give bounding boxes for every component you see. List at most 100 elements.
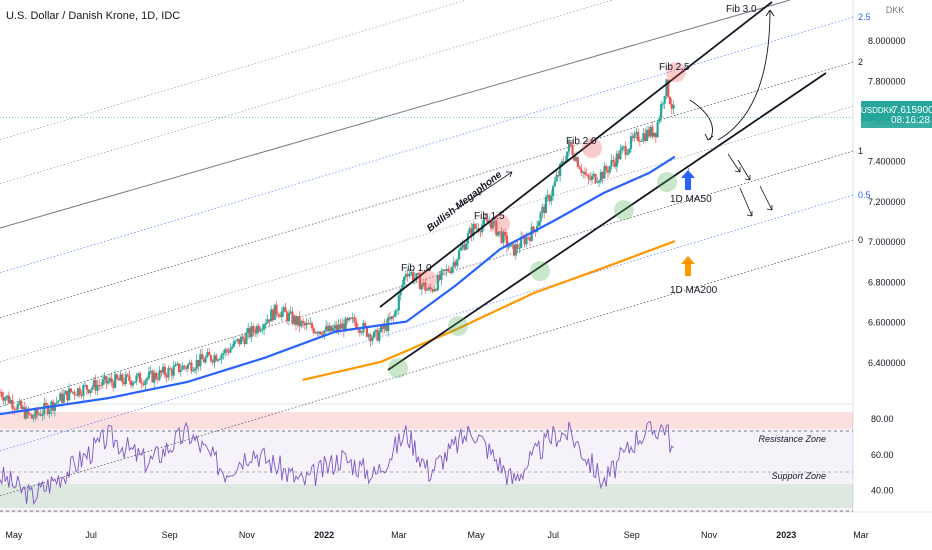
candle-body <box>140 382 143 384</box>
candle-body <box>232 341 236 347</box>
candle-body <box>263 324 266 330</box>
candle-body <box>408 273 411 277</box>
rsi-tick-label: 60.00 <box>871 450 894 460</box>
candle-body <box>186 364 189 369</box>
candle-body <box>351 317 354 319</box>
candle-body <box>197 359 200 367</box>
candle-body <box>583 171 587 175</box>
candle-body <box>57 400 60 403</box>
candle-body <box>328 325 331 332</box>
candle-body <box>234 340 237 342</box>
candle-body <box>335 325 338 331</box>
candle-body <box>505 235 509 247</box>
price-tick-label: 6.800000 <box>868 277 906 287</box>
candle-body <box>266 319 269 324</box>
candle-body <box>365 326 369 337</box>
candle-body <box>479 231 482 233</box>
candle-body <box>550 195 553 202</box>
candle-body <box>94 380 97 391</box>
candle-body <box>374 329 377 332</box>
projection-arrow-down <box>737 159 751 181</box>
candle-body <box>78 388 81 396</box>
top-marker <box>490 214 510 234</box>
rsi-line <box>0 421 674 506</box>
projection-arrow-down <box>727 153 741 173</box>
candle-body <box>0 391 2 393</box>
candle-body <box>147 372 150 379</box>
candle-body <box>358 329 361 333</box>
candle-body <box>126 374 129 376</box>
candle-body <box>629 136 633 149</box>
candle-body <box>209 355 213 361</box>
candle-body <box>504 232 507 236</box>
candle-body <box>406 274 409 277</box>
candle-body <box>245 333 248 344</box>
candle-body <box>401 284 404 289</box>
candle-body <box>667 79 670 98</box>
candle-body <box>606 170 610 173</box>
candle-body <box>518 248 521 249</box>
time-tick-label: May <box>5 530 23 540</box>
candle-body <box>378 331 381 341</box>
time-tick-label: 2022 <box>314 530 334 540</box>
time-tick-label: Nov <box>701 530 718 540</box>
candle-body <box>592 174 595 176</box>
candle-body <box>243 338 246 344</box>
candle-body <box>381 325 384 329</box>
candle-body <box>551 186 555 196</box>
candle-body <box>96 384 99 391</box>
candle-body <box>75 394 78 396</box>
candle-body <box>293 316 296 324</box>
candle-body <box>300 321 303 327</box>
candle-body <box>612 160 615 163</box>
candle-body <box>41 414 44 416</box>
candle-body <box>60 393 64 403</box>
candle-body <box>392 316 395 317</box>
candle-body <box>89 389 92 394</box>
candle-body <box>280 311 283 318</box>
candle-body <box>539 212 542 222</box>
candle-body <box>500 231 503 243</box>
candle-body <box>23 407 26 419</box>
candle-body <box>528 237 532 241</box>
candle-body <box>82 385 85 397</box>
candle-body <box>610 160 613 167</box>
fib-level-label: 1 <box>858 146 863 156</box>
candle-body <box>537 221 540 227</box>
candle-body <box>459 247 462 251</box>
candle-body <box>167 368 170 378</box>
candle-body <box>525 236 528 245</box>
candle-body <box>372 331 376 338</box>
candle-body <box>440 270 443 280</box>
fib-level-line <box>0 194 854 452</box>
price-tick-label: 7.800000 <box>868 76 906 86</box>
candle-body <box>496 231 500 236</box>
candle-body <box>121 374 124 383</box>
candle-body <box>200 354 204 360</box>
candle-body <box>638 140 641 142</box>
candle-body <box>13 408 16 410</box>
candle-body <box>436 275 439 291</box>
candle-body <box>87 389 90 394</box>
candle-body <box>9 399 12 403</box>
candle-body <box>403 277 406 285</box>
candle-body <box>670 103 673 109</box>
candle-body <box>631 136 634 139</box>
annotation-label: 1D MA200 <box>670 285 718 296</box>
candle-body <box>135 375 138 382</box>
candle-body <box>151 370 154 383</box>
candle-body <box>137 373 140 376</box>
candle-body <box>473 224 477 229</box>
candle-body <box>576 157 579 167</box>
candle-body <box>418 274 422 290</box>
time-tick-label: May <box>468 530 486 540</box>
candle-body <box>388 317 392 320</box>
candle-body <box>229 348 232 353</box>
candle-body <box>312 328 315 334</box>
candle-body <box>603 166 606 179</box>
candle-body <box>160 370 163 373</box>
candle-body <box>220 354 223 360</box>
candle-body <box>133 381 136 383</box>
candle-body <box>98 384 101 386</box>
